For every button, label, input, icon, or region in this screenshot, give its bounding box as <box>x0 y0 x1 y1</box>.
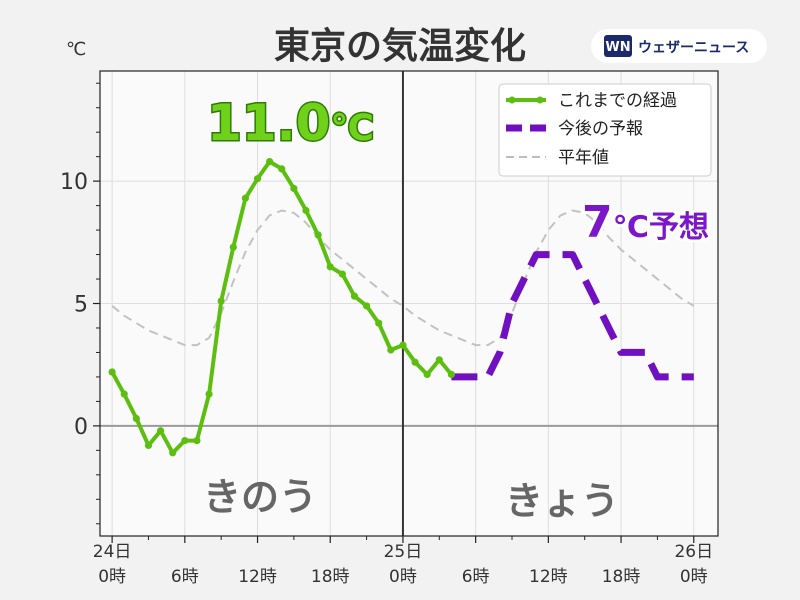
data-point <box>217 297 225 305</box>
day-label-yesterday: きのう <box>203 475 317 519</box>
data-point <box>229 243 237 251</box>
data-point <box>169 449 177 457</box>
series-line-1 <box>451 251 694 381</box>
x-tick-label-hour: 6時 <box>462 567 490 587</box>
x-tick-label-hour: 6時 <box>171 567 199 587</box>
data-point <box>278 165 286 173</box>
data-point <box>108 368 116 376</box>
max-temp-unit: ℃ <box>330 108 374 149</box>
data-point <box>290 184 298 193</box>
data-point <box>411 358 419 366</box>
x-tick-label-hour: 0時 <box>680 567 708 587</box>
forecast-temp-suffix: 予想 <box>649 210 709 245</box>
x-tick-label-hour: 18時 <box>311 567 350 587</box>
data-point <box>241 194 250 202</box>
legend-marker-observed <box>536 96 544 104</box>
legend-label-forecast: 今後の予報 <box>558 119 643 139</box>
legend-marker-observed <box>508 96 516 104</box>
day-label-today: きょう <box>505 479 619 523</box>
max-temp-callout: 11.0℃ <box>207 94 374 152</box>
x-tick-label-hour: 0時 <box>98 567 126 587</box>
x-tick-label-date: 26日 <box>674 542 713 562</box>
x-tick-label-hour: 0時 <box>389 567 417 587</box>
forecast-temp-unit: ℃ <box>613 210 649 245</box>
x-tick-label-hour: 18時 <box>602 567 641 587</box>
series-line-2 <box>111 209 695 347</box>
data-point <box>447 370 456 379</box>
forecast-temp-callout: 7℃予想 <box>582 197 709 248</box>
data-point <box>362 302 371 310</box>
data-point <box>253 175 262 183</box>
data-point <box>375 319 383 327</box>
x-axis: 24日 0時 6時 12時 18時 25日 0時 6時 12時 18時 26日 0時 <box>93 536 713 587</box>
data-point <box>387 346 395 354</box>
data-point <box>205 390 213 398</box>
legend-label-observed: これまでの経過 <box>558 91 677 111</box>
y-axis: 0 5 10 <box>60 82 100 525</box>
data-point <box>193 436 201 445</box>
y-tick-label: 10 <box>60 170 88 195</box>
max-temp-value: 11.0 <box>207 94 330 152</box>
data-point <box>132 414 140 423</box>
x-tick-label-date: 24日 <box>93 542 132 562</box>
forecast-temp-value: 7 <box>582 197 613 248</box>
data-point <box>326 263 334 271</box>
weathernews-logo: WN ウェザーニュース <box>591 29 767 63</box>
data-point <box>423 370 431 379</box>
data-point <box>266 157 274 166</box>
data-point <box>302 206 310 215</box>
logo-text: ウェザーニュース <box>638 40 749 56</box>
x-tick-label-date: 25日 <box>384 542 423 562</box>
logo-mark: WN <box>605 40 630 55</box>
legend: これまでの経過 今後の予報 平年値 <box>498 83 712 177</box>
data-point <box>338 270 346 278</box>
data-point <box>156 427 165 435</box>
data-point <box>144 441 153 450</box>
data-point <box>181 436 189 445</box>
y-tick-label: 5 <box>74 293 88 318</box>
data-point <box>314 231 322 239</box>
chart-title: 東京の気温変化 <box>274 25 526 67</box>
data-point <box>350 292 359 300</box>
series <box>108 157 695 457</box>
data-point <box>399 341 407 349</box>
data-point <box>435 356 443 364</box>
x-tick-label-hour: 12時 <box>238 567 277 587</box>
y-tick-label: 0 <box>74 415 88 440</box>
y-unit-label: ℃ <box>66 39 86 60</box>
data-point <box>120 390 128 398</box>
x-tick-label-hour: 12時 <box>529 567 568 587</box>
legend-label-normal: 平年値 <box>558 148 609 168</box>
